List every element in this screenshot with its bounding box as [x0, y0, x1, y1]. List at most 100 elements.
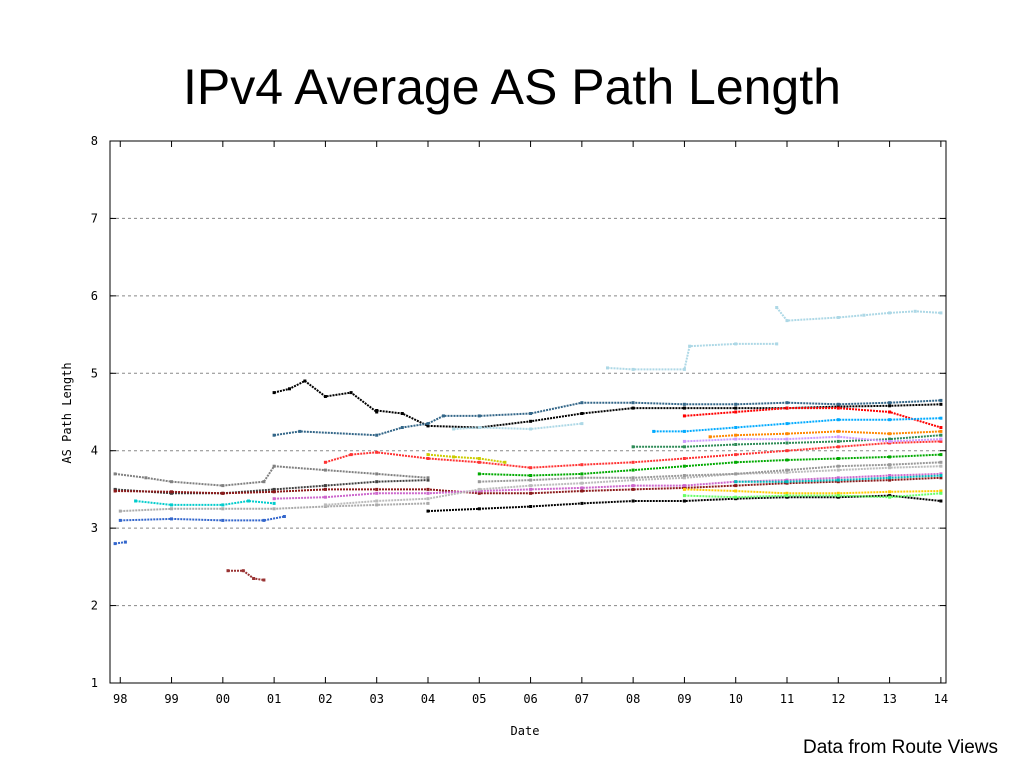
- x-tick-label: 10: [728, 692, 742, 706]
- series-line: [120, 515, 285, 522]
- x-tick-label: 08: [626, 692, 640, 706]
- series-line: [684, 492, 941, 499]
- data-point: [785, 491, 789, 495]
- x-axis-label: Date: [511, 724, 540, 738]
- data-point: [631, 484, 635, 488]
- x-tick-label: 00: [216, 692, 230, 706]
- data-point: [939, 472, 943, 476]
- data-point: [441, 414, 445, 418]
- data-point: [323, 503, 327, 507]
- data-point: [477, 414, 481, 418]
- data-point: [323, 468, 327, 472]
- data-point: [303, 379, 307, 383]
- data-point: [888, 432, 892, 436]
- data-point: [682, 487, 686, 491]
- series-line: [479, 453, 941, 477]
- data-series: [134, 499, 276, 507]
- data-point: [426, 457, 430, 460]
- data-point: [734, 437, 738, 441]
- data-series: [272, 472, 943, 501]
- data-point: [170, 490, 173, 494]
- data-point: [477, 460, 481, 464]
- data-point: [939, 489, 943, 493]
- data-point: [888, 441, 892, 445]
- data-point: [118, 509, 122, 513]
- data-point: [836, 491, 840, 495]
- data-point: [785, 432, 789, 436]
- data-point: [272, 487, 276, 491]
- data-point: [375, 491, 379, 495]
- data-point: [785, 401, 789, 405]
- data-point: [734, 480, 738, 484]
- data-point: [888, 437, 892, 441]
- data-point: [631, 367, 635, 371]
- data-point: [734, 460, 738, 464]
- series-line: [775, 306, 941, 322]
- data-series: [708, 429, 943, 439]
- series-line: [684, 488, 941, 495]
- data-point: [939, 437, 943, 441]
- data-point: [836, 445, 840, 449]
- data-point: [708, 435, 712, 439]
- series-line: [273, 399, 941, 437]
- data-point: [503, 460, 507, 464]
- data-point: [247, 499, 250, 503]
- data-point: [688, 344, 692, 348]
- data-point: [226, 569, 230, 573]
- data-point: [888, 404, 892, 408]
- data-point: [785, 495, 789, 499]
- y-tick-label: 2: [91, 599, 98, 613]
- x-tick-label: 04: [421, 692, 435, 706]
- data-point: [580, 476, 584, 480]
- data-point: [913, 309, 917, 313]
- data-point: [272, 501, 276, 505]
- tick-marks: [110, 140, 946, 684]
- data-point: [888, 466, 892, 470]
- data-series: [226, 569, 266, 582]
- data-point: [426, 501, 430, 505]
- data-point: [477, 457, 481, 460]
- data-point: [734, 443, 738, 446]
- data-point: [682, 499, 686, 503]
- series-line: [684, 435, 941, 443]
- data-point: [888, 439, 892, 443]
- data-point: [375, 480, 379, 484]
- data-point: [118, 518, 122, 522]
- y-tick-label: 7: [91, 211, 98, 225]
- data-point: [785, 458, 789, 462]
- data-point: [221, 503, 225, 507]
- data-point: [939, 464, 943, 468]
- data-point: [862, 313, 866, 317]
- data-point: [529, 487, 533, 491]
- data-point: [375, 487, 379, 491]
- data-point: [775, 306, 779, 309]
- data-point: [631, 487, 635, 491]
- data-point: [888, 401, 892, 405]
- data-point: [631, 478, 635, 482]
- data-point: [170, 517, 173, 521]
- data-point: [682, 484, 686, 488]
- data-point: [323, 495, 327, 499]
- data-point: [426, 478, 430, 482]
- data-point: [375, 433, 379, 437]
- data-point: [262, 578, 266, 582]
- data-point: [113, 487, 117, 491]
- data-point: [631, 406, 635, 410]
- data-point: [252, 577, 256, 580]
- data-point: [631, 499, 635, 503]
- data-point: [323, 460, 327, 464]
- data-point: [477, 426, 481, 429]
- data-point: [375, 503, 379, 507]
- data-point: [734, 495, 738, 499]
- data-point: [836, 406, 840, 410]
- data-point: [836, 478, 840, 482]
- data-point: [323, 484, 327, 488]
- data-point: [939, 453, 943, 457]
- data-point: [888, 490, 892, 494]
- data-point: [785, 406, 789, 410]
- data-point: [785, 449, 789, 453]
- data-point: [939, 476, 943, 480]
- data-point: [682, 464, 686, 468]
- data-point: [221, 491, 225, 495]
